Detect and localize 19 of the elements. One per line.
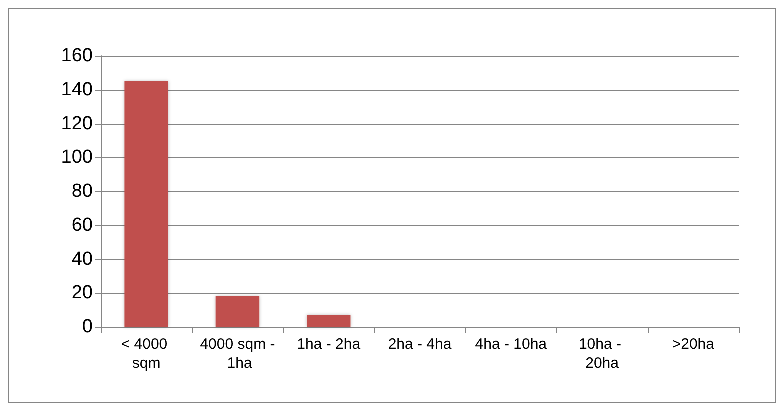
y-tick-label: 60 — [72, 214, 93, 236]
y-tick-label: 20 — [72, 282, 93, 304]
bar — [306, 315, 351, 327]
y-tick-label: 100 — [61, 147, 93, 168]
bar — [216, 296, 260, 327]
bar — [124, 81, 168, 327]
y-tick-label: 160 — [61, 46, 93, 66]
x-tick-label: 4000 sqm - 1ha — [200, 336, 276, 372]
x-tick-label: 4ha - 10ha — [475, 336, 548, 353]
y-tick-label: 80 — [72, 181, 93, 202]
y-tick-label: 0 — [82, 316, 93, 338]
y-tick-label: 140 — [61, 79, 93, 100]
x-tick-label: >20ha — [672, 336, 716, 353]
x-tick-label: 1ha - 2ha — [297, 336, 362, 353]
x-tick-label: 2ha - 4ha — [388, 336, 452, 353]
y-tick-label: 120 — [61, 113, 93, 134]
x-tick-label: < 4000 sqm — [121, 336, 172, 372]
y-tick-label: 40 — [72, 248, 93, 270]
x-tick-label: 10ha - 20ha — [578, 336, 626, 372]
